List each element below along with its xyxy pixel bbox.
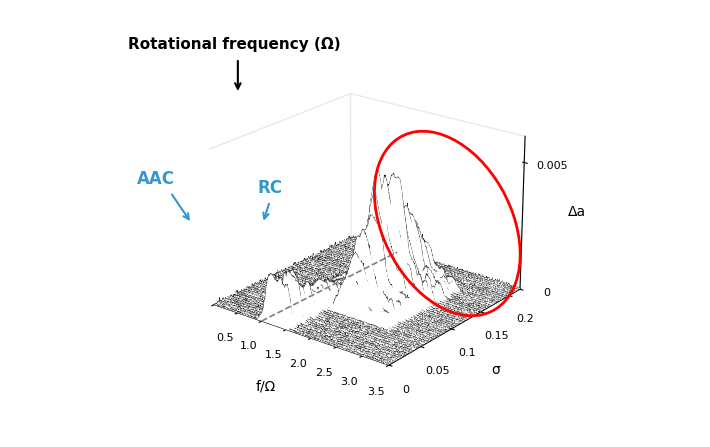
Text: RC: RC — [257, 179, 283, 197]
Y-axis label: σ: σ — [491, 363, 500, 377]
Text: Rotational frequency (Ω): Rotational frequency (Ω) — [128, 37, 341, 52]
Text: AAC: AAC — [137, 170, 175, 188]
X-axis label: f/Ω: f/Ω — [256, 380, 276, 393]
